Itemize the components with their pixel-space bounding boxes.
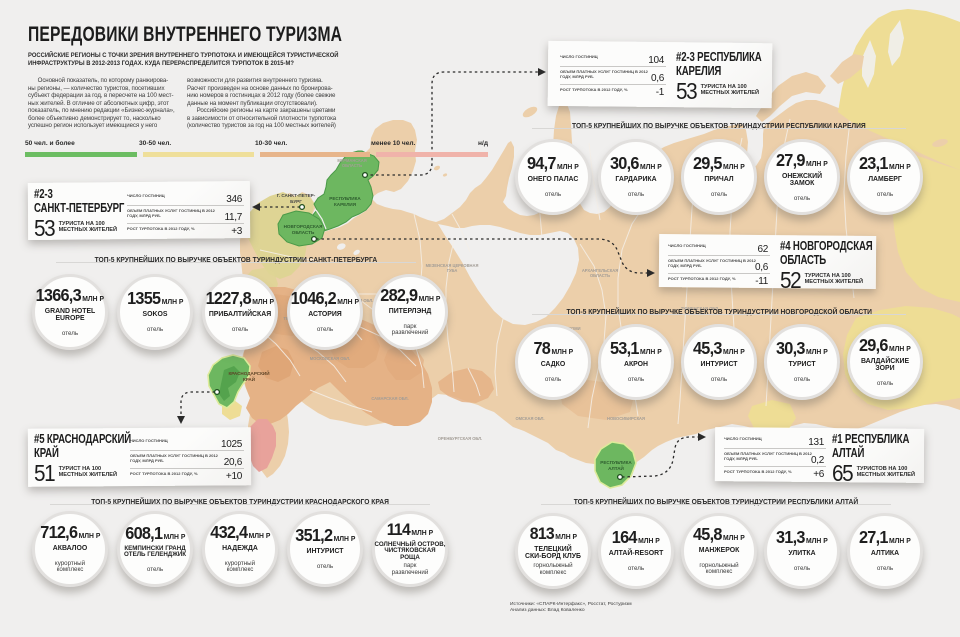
svg-text:ОБЛАСТЬ: ОБЛАСТЬ [342,163,362,168]
svg-text:САМАРСКАЯ ОБЛ.: САМАРСКАЯ ОБЛ. [371,396,408,401]
svg-text:КАРЕЛИЯ: КАРЕЛИЯ [334,202,356,207]
svg-text:ОБЛАСТЬ: ОБЛАСТЬ [590,273,610,278]
svg-text:КРАСНОДАРСКИЙ: КРАСНОДАРСКИЙ [228,369,269,376]
svg-text:ГУБА: ГУБА [447,268,458,273]
svg-text:РЕСПУБЛИКА: РЕСПУБЛИКА [329,196,361,201]
svg-text:ТЮМЕНСКАЯ ОБЛ.: ТЮМЕНСКАЯ ОБЛ. [681,306,719,311]
svg-text:АЛТАЙ: АЛТАЙ [608,464,624,471]
svg-text:ОРЕНБУРГСКАЯ ОБЛ.: ОРЕНБУРГСКАЯ ОБЛ. [438,436,483,441]
svg-text:РЕСПУБЛИКА: РЕСПУБЛИКА [600,460,632,465]
svg-text:АРХАНГЕЛЬСКАЯ: АРХАНГЕЛЬСКАЯ [582,268,618,273]
svg-text:ОБЛАСТЬ: ОБЛАСТЬ [292,230,315,235]
svg-text:МЕЗЕНСКАЯ ЦЕРКОВНАЯ: МЕЗЕНСКАЯ ЦЕРКОВНАЯ [426,263,479,268]
svg-text:БУРГ: БУРГ [290,199,302,204]
svg-text:Г. САНКТ-ПЕТЕР-: Г. САНКТ-ПЕТЕР- [277,193,316,198]
svg-text:МУРМАНСКАЯ: МУРМАНСКАЯ [337,158,366,163]
svg-text:НОВОСИБИРСКАЯ: НОВОСИБИРСКАЯ [607,416,645,421]
svg-text:ОМСКАЯ ОБЛ.: ОМСКАЯ ОБЛ. [515,416,544,421]
svg-text:НОВГОРОДСКАЯ: НОВГОРОДСКАЯ [284,224,323,229]
svg-text:МОСКОВСКАЯ ОБЛ.: МОСКОВСКАЯ ОБЛ. [310,356,351,361]
svg-text:КРАЙ: КРАЙ [243,375,255,382]
